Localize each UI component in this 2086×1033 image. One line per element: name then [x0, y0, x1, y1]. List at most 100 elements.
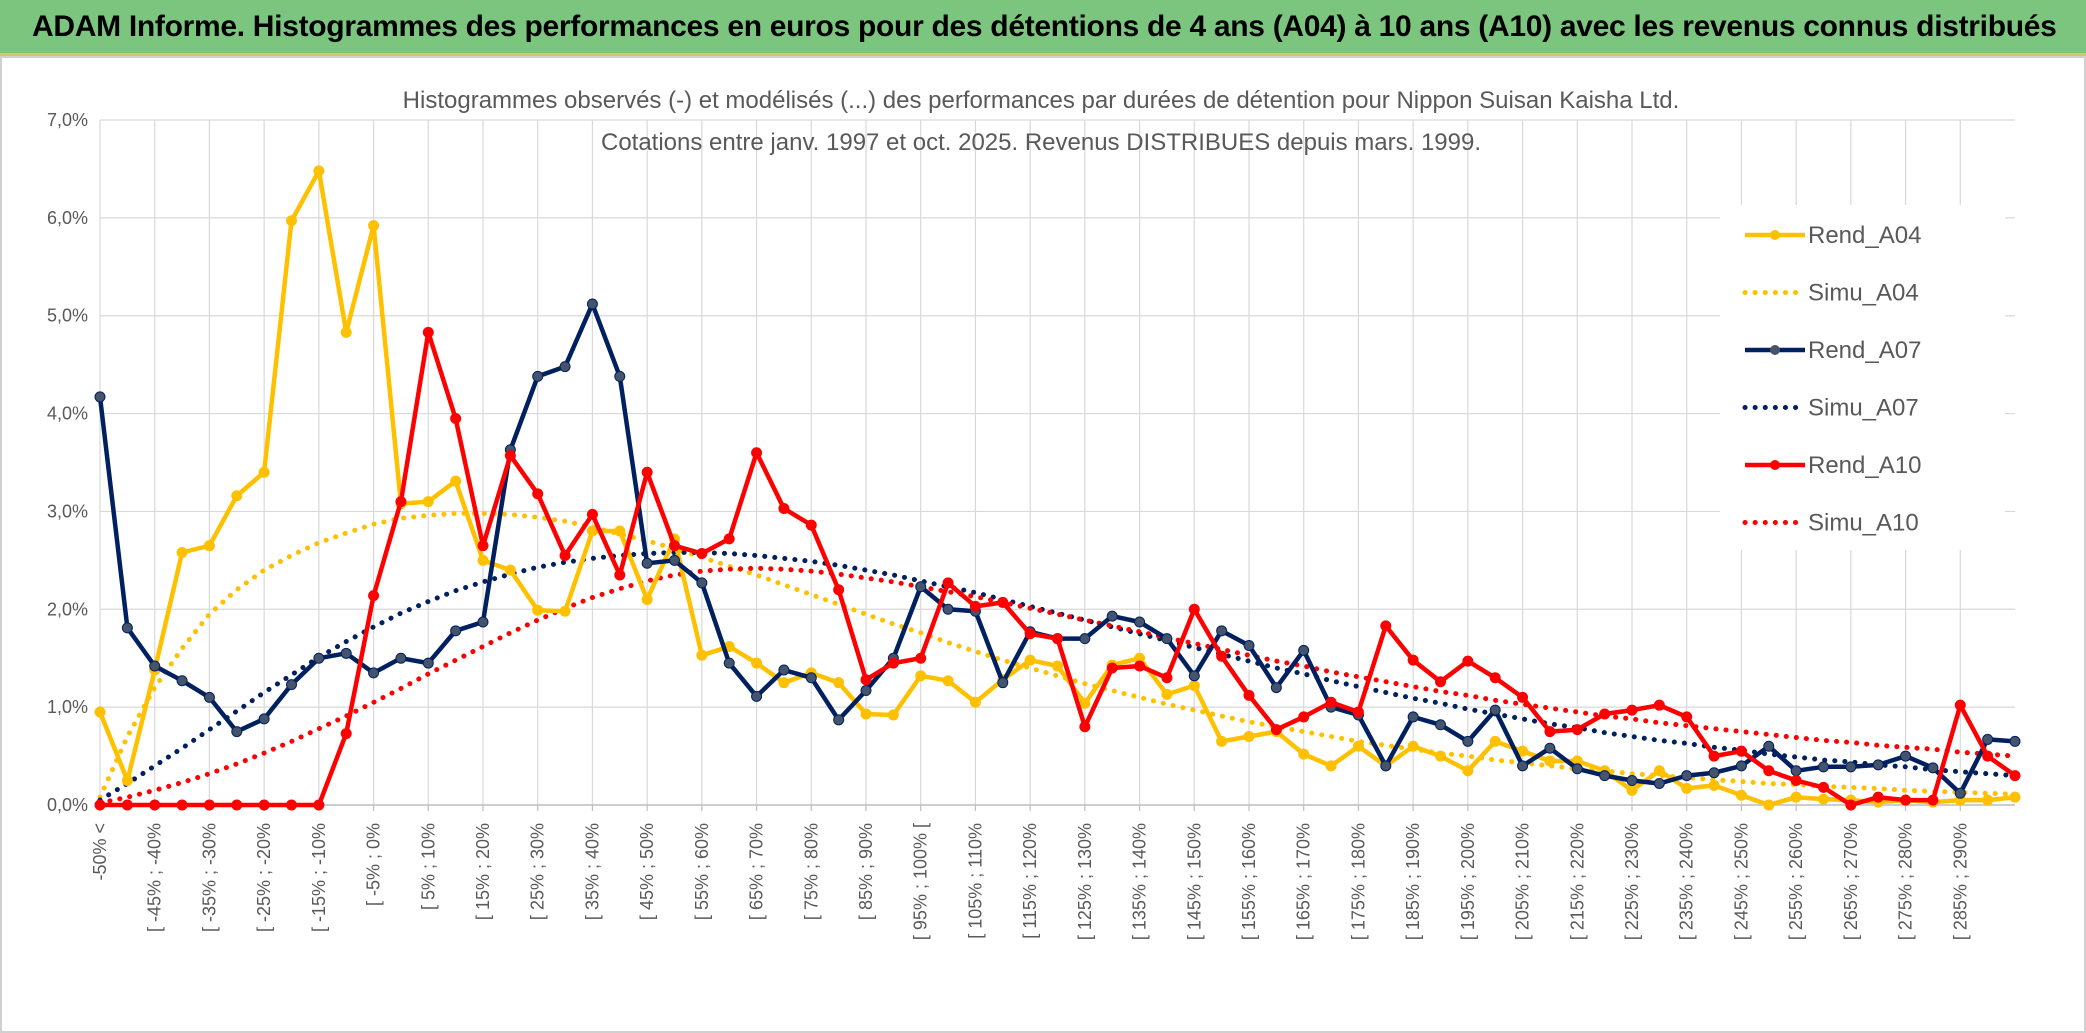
point-Rend_A04	[1818, 793, 1829, 805]
x-axis: -50% < [ -45% ; -40% [ -35% ; -30% [ -25% ;…	[90, 804, 2015, 940]
point-Rend_A04	[1161, 688, 1173, 700]
point-Rend_A10	[477, 540, 489, 552]
point-Rend_A07	[1243, 639, 1255, 651]
point-Rend_A04	[1298, 748, 1310, 760]
point-Rend_A07	[669, 554, 680, 566]
point-Rend_A04	[1024, 654, 1036, 666]
legend-item-Rend_A10: Rend_A10	[1745, 452, 1921, 479]
point-Rend_A10	[833, 584, 845, 596]
point-Rend_A04	[1216, 735, 1228, 747]
x-tick-label: [ 75% ; 80%	[801, 823, 821, 920]
point-Rend_A07	[1380, 760, 1392, 772]
point-Rend_A07	[1954, 787, 1966, 799]
point-Rend_A10	[1763, 765, 1775, 777]
x-tick-label: [ 215% ; 220%	[1567, 823, 1587, 940]
point-Rend_A10	[203, 799, 215, 811]
point-Rend_A10	[1927, 794, 1939, 806]
point-Rend_A07	[340, 647, 352, 659]
legend-item-Simu_A07: Simu_A07	[1742, 395, 1919, 422]
point-Rend_A07	[286, 679, 297, 691]
point-Rend_A07	[1106, 610, 1118, 622]
point-Rend_A07	[997, 677, 1009, 689]
point-Rend_A07	[586, 298, 598, 310]
point-Rend_A10	[395, 496, 407, 508]
point-Rend_A07	[1708, 767, 1720, 779]
point-Rend_A04	[368, 220, 380, 232]
legend: Rend_A04 Simu_A04 Rend_A07 Simu_A07 Rend_A10…	[1720, 205, 2005, 550]
x-tick-label: [ 135% ; 140%	[1130, 823, 1150, 940]
legend-item-Rend_A07: Rend_A07	[1745, 337, 1921, 364]
point-Rend_A07	[1900, 750, 1912, 762]
x-tick-label: [ 285% ; 290%	[1950, 823, 1970, 940]
report-header: ADAM Informe. Histogrammes des performan…	[0, 0, 2086, 56]
point-Rend_A07	[176, 675, 188, 687]
x-tick-label: [ 125% ; 130%	[1075, 823, 1095, 940]
point-Rend_A04	[641, 594, 653, 605]
point-Rend_A10	[1599, 708, 1611, 720]
point-Rend_A07	[1407, 711, 1419, 723]
point-Rend_A07	[1544, 742, 1556, 754]
point-Rend_A04	[121, 775, 133, 787]
point-Rend_A10	[751, 447, 763, 459]
point-Rend_A07	[1571, 763, 1583, 775]
point-Rend_A07	[1845, 761, 1857, 773]
point-Rend_A07	[1735, 760, 1747, 772]
point-Rend_A10	[942, 577, 954, 589]
point-Rend_A10	[1243, 689, 1255, 701]
point-Rend_A04	[1407, 740, 1419, 752]
x-tick-label: [ -15% ; -10%	[309, 823, 329, 932]
x-tick-label: [ 195% ; 200%	[1458, 823, 1478, 940]
y-tick-label: 4,0%	[47, 404, 88, 424]
y-tick-label: 5,0%	[47, 306, 88, 326]
point-Rend_A04	[450, 475, 462, 487]
x-tick-label: [ 25% ; 30%	[528, 823, 548, 920]
y-tick-label: 2,0%	[47, 599, 88, 619]
legend-label: Rend_A04	[1808, 222, 1921, 249]
x-tick-label: [ 225% ; 230%	[1622, 823, 1642, 940]
point-Rend_A07	[1599, 770, 1611, 782]
point-Rend_A10	[231, 799, 243, 811]
point-Rend_A04	[1708, 779, 1720, 791]
point-Rend_A10	[614, 569, 626, 581]
point-Rend_A10	[1188, 603, 1200, 615]
point-Rend_A10	[696, 548, 708, 560]
point-Rend_A10	[1489, 672, 1501, 684]
point-Rend_A10	[1954, 699, 1966, 711]
point-Rend_A04	[231, 490, 243, 502]
x-tick-label: [ 105% ; 110%	[965, 823, 985, 939]
point-Rend_A07	[1079, 633, 1091, 645]
point-Rend_A07	[1517, 760, 1529, 772]
chart-subtitle: Cotations entre janv. 1997 et oct. 2025.…	[601, 129, 1481, 156]
point-Rend_A07	[1681, 770, 1693, 782]
point-Rend_A07	[121, 622, 133, 634]
point-Rend_A10	[1681, 711, 1693, 723]
point-Rend_A10	[1161, 672, 1173, 684]
point-Rend_A10	[586, 508, 598, 520]
point-Rend_A10	[504, 450, 516, 462]
point-Rend_A07	[1489, 704, 1501, 716]
series-Simu_A04	[97, 510, 2018, 800]
point-Rend_A04	[1079, 697, 1091, 709]
point-Rend_A04	[860, 708, 872, 720]
legend-item-Simu_A04: Simu_A04	[1742, 280, 1919, 307]
point-Rend_A07	[1188, 670, 1200, 682]
series-group	[94, 165, 2021, 811]
point-Rend_A10	[286, 799, 297, 811]
point-Rend_A04	[833, 677, 845, 689]
point-Rend_A04	[1790, 791, 1802, 803]
x-tick-label: [ 165% ; 170%	[1294, 823, 1314, 940]
point-Rend_A10	[805, 519, 817, 531]
point-Rend_A10	[669, 540, 680, 552]
point-Rend_A04	[1982, 794, 1994, 806]
point-Rend_A07	[1298, 644, 1310, 656]
point-Rend_A04	[696, 649, 708, 661]
point-Rend_A10	[641, 466, 653, 478]
point-Rend_A10	[1982, 750, 1994, 762]
point-Rend_A07	[833, 714, 845, 726]
point-Rend_A10	[1708, 750, 1720, 762]
y-tick-label: 6,0%	[47, 208, 88, 228]
point-Rend_A04	[1681, 782, 1693, 794]
line-Simu_A07	[97, 550, 2018, 803]
chart-title: Histogrammes observés (-) et modélisés (…	[403, 87, 1680, 114]
point-Rend_A07	[94, 391, 106, 403]
